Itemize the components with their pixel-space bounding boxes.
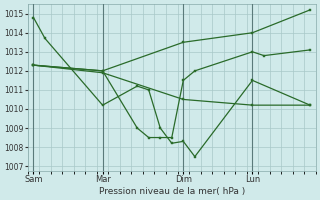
- X-axis label: Pression niveau de la mer( hPa ): Pression niveau de la mer( hPa ): [99, 187, 245, 196]
